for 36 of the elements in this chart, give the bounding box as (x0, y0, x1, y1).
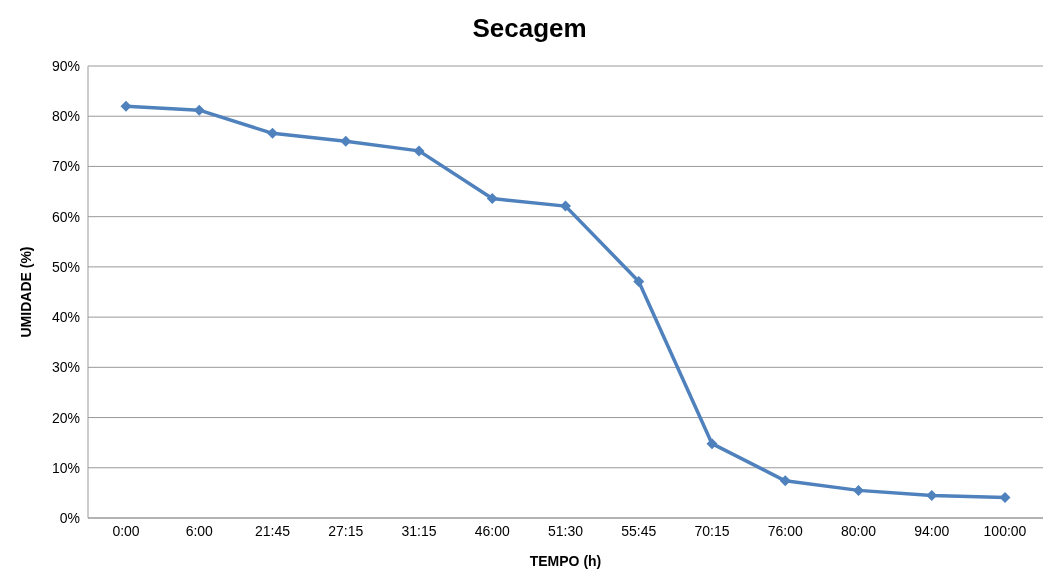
point (413, 145, 425, 157)
y-tick-label: 80% (51, 108, 80, 125)
y-tick-label: 70% (51, 158, 80, 175)
y-tick-label: 30% (51, 359, 80, 376)
y-tick-label: 10% (51, 459, 80, 476)
point (486, 193, 498, 205)
point (267, 127, 278, 139)
point (560, 200, 571, 212)
x-tick-label: 70:15 (694, 522, 730, 539)
x-tick-label: 0:00 (112, 522, 140, 539)
x-tick-label: 6:00 (185, 522, 214, 539)
x-tick-label: 21:45 (254, 522, 291, 539)
point (633, 275, 645, 287)
x-tick-label: 27:15 (328, 522, 364, 539)
x-tick-label: 46:00 (474, 522, 510, 539)
x-tick-label: 76:00 (767, 522, 803, 539)
y-axis-title: UMIDADE (%) (17, 246, 34, 338)
y-tick-label: 40% (51, 309, 80, 326)
point (853, 484, 864, 496)
point (706, 438, 718, 450)
y-tick-label: 0% (59, 509, 80, 526)
point (340, 135, 352, 147)
x-tick-label: 80:00 (840, 522, 877, 539)
x-axis-title: TEMPO (h) (529, 553, 602, 569)
point (193, 104, 205, 116)
chart-title: Secagem (471, 12, 588, 45)
x-tick-label: 55:45 (621, 522, 657, 539)
x-tick-label: 94:00 (914, 522, 950, 539)
x-tick-label: 51:30 (547, 522, 584, 539)
x-tick-label: 31:15 (401, 522, 437, 539)
y-tick-label: 60% (51, 208, 80, 225)
y-tick-label: 90% (51, 57, 80, 74)
y-tick-label: 20% (51, 409, 80, 426)
y-tick-label: 50% (51, 258, 80, 275)
point (779, 475, 791, 487)
x-tick-label: 100:00 (983, 522, 1027, 539)
